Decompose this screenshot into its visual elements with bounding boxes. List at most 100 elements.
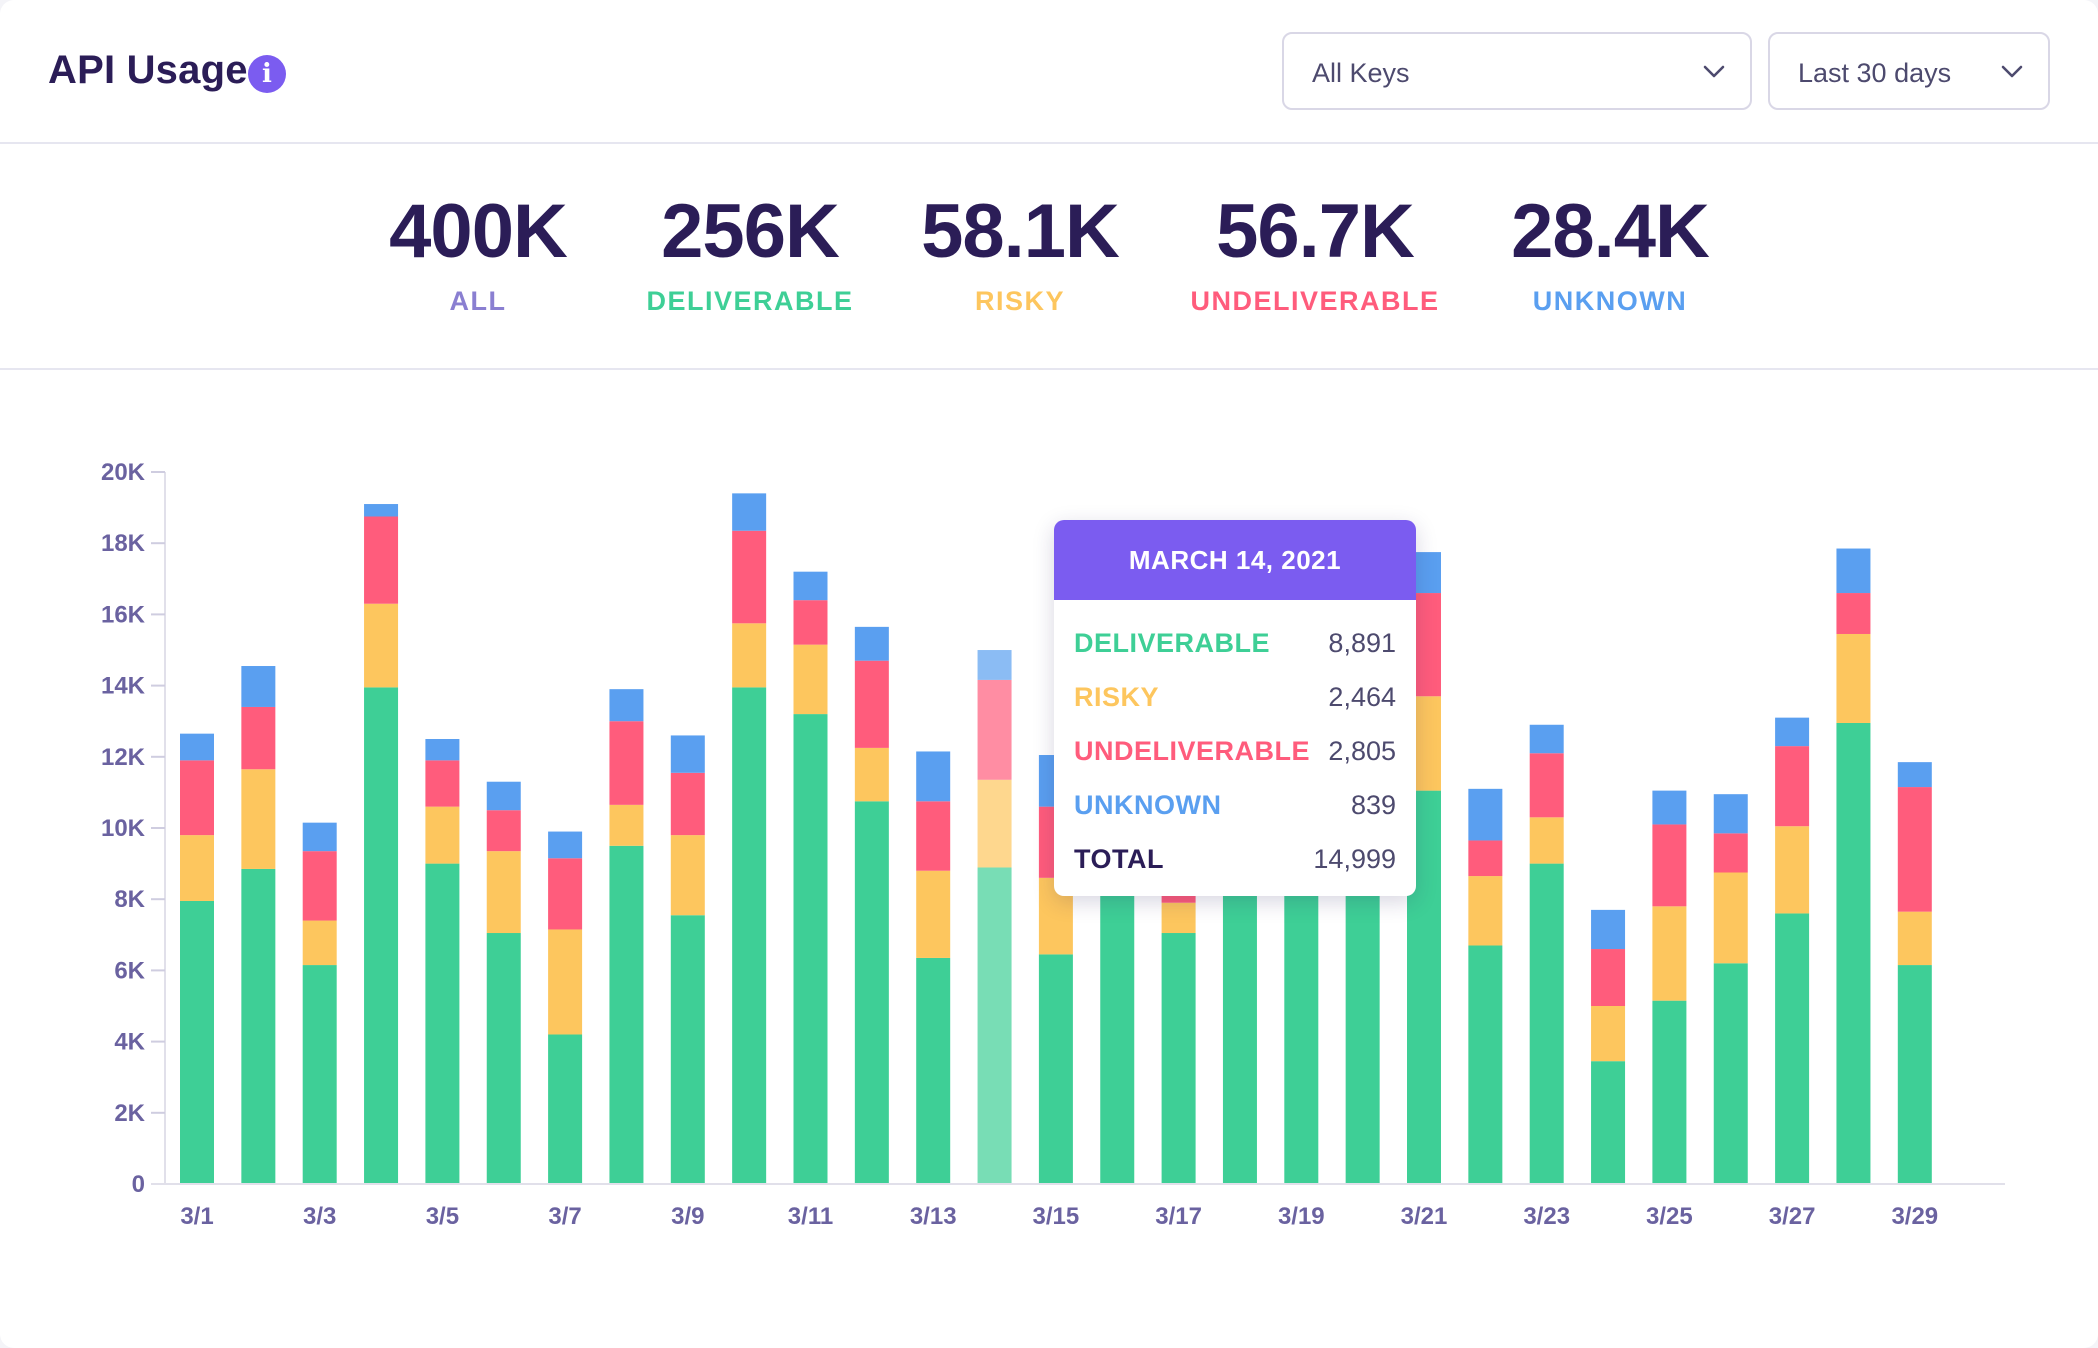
bar-segment-risky[interactable] (732, 623, 767, 688)
bar-segment-unknown[interactable] (486, 781, 521, 811)
bar-segment-unknown[interactable] (854, 626, 889, 661)
bar-segment-deliverable[interactable] (1100, 863, 1135, 1184)
bar-segment-deliverable[interactable] (548, 1034, 583, 1184)
bar-segment-risky[interactable] (548, 929, 583, 1035)
bar-segment-unknown[interactable] (1468, 788, 1503, 841)
bar-segment-unknown[interactable] (364, 504, 399, 517)
bar-segment-undeliverable[interactable] (486, 810, 521, 852)
bar-segment-unknown[interactable] (670, 735, 705, 773)
bar-segment-undeliverable[interactable] (609, 721, 644, 805)
info-icon[interactable]: i (248, 55, 286, 93)
bar-segment-risky[interactable] (1529, 817, 1564, 864)
bar-segment-risky[interactable] (1591, 1006, 1626, 1062)
bar-segment-risky[interactable] (486, 851, 521, 934)
bar-segment-undeliverable[interactable] (241, 706, 276, 770)
bar-segment-risky[interactable] (180, 835, 214, 901)
bar-segment-risky[interactable] (793, 644, 828, 715)
bar-segment-unknown[interactable] (1529, 724, 1564, 754)
bar-segment-undeliverable[interactable] (670, 772, 705, 836)
bar-stack[interactable] (793, 571, 828, 1184)
date-range-select[interactable]: Last 30 days (1768, 32, 2050, 110)
bar-segment-unknown[interactable] (302, 822, 337, 852)
bar-segment-risky[interactable] (425, 806, 460, 864)
bar-segment-deliverable[interactable] (1897, 965, 1932, 1184)
bar-stack[interactable] (1529, 724, 1564, 1184)
bar-segment-risky[interactable] (1468, 876, 1503, 946)
bar-segment-deliverable[interactable] (793, 714, 828, 1184)
bar-segment-undeliverable[interactable] (854, 660, 889, 748)
bar-segment-undeliverable[interactable] (1529, 753, 1564, 818)
bar-stack[interactable] (1836, 548, 1871, 1184)
bar-segment-undeliverable[interactable] (364, 516, 399, 604)
bar-segment-deliverable[interactable] (977, 867, 1012, 1184)
bar-segment-undeliverable[interactable] (302, 851, 337, 921)
bar-segment-unknown[interactable] (1591, 909, 1626, 950)
bar-segment-risky[interactable] (1652, 906, 1687, 1001)
bar-segment-deliverable[interactable] (916, 957, 951, 1184)
bar-segment-risky[interactable] (1836, 633, 1871, 723)
bar-segment-risky[interactable] (854, 747, 889, 802)
bar-stack[interactable] (609, 689, 644, 1184)
bar-stack[interactable] (977, 650, 1012, 1184)
bar-segment-undeliverable[interactable] (180, 760, 214, 836)
bar-stack[interactable] (854, 626, 889, 1184)
bar-segment-deliverable[interactable] (1529, 863, 1564, 1184)
bar-segment-deliverable[interactable] (302, 965, 337, 1184)
bar-segment-risky[interactable] (1775, 826, 1810, 914)
bar-segment-risky[interactable] (1897, 911, 1932, 966)
bar-segment-unknown[interactable] (180, 733, 214, 761)
bar-segment-deliverable[interactable] (1038, 954, 1073, 1184)
bar-segment-risky[interactable] (1713, 872, 1748, 964)
bar-segment-deliverable[interactable] (1222, 863, 1257, 1184)
bar-segment-deliverable[interactable] (1345, 863, 1380, 1184)
bar-segment-unknown[interactable] (241, 666, 276, 707)
bar-segment-unknown[interactable] (1836, 548, 1871, 594)
bar-stack[interactable] (1652, 790, 1687, 1184)
bar-segment-risky[interactable] (302, 920, 337, 966)
bar-segment-risky[interactable] (241, 769, 276, 869)
bar-segment-unknown[interactable] (793, 571, 828, 601)
bar-stack[interactable] (548, 831, 583, 1184)
bar-segment-undeliverable[interactable] (548, 858, 583, 930)
bar-stack[interactable] (180, 733, 214, 1184)
bar-segment-deliverable[interactable] (180, 900, 214, 1184)
bar-stack[interactable] (1591, 909, 1626, 1184)
bar-segment-deliverable[interactable] (732, 687, 767, 1184)
bar-segment-unknown[interactable] (1713, 794, 1748, 834)
bar-stack[interactable] (916, 751, 951, 1184)
bar-segment-undeliverable[interactable] (425, 760, 460, 807)
bar-segment-deliverable[interactable] (1161, 933, 1196, 1184)
bar-segment-deliverable[interactable] (1836, 722, 1871, 1184)
bar-segment-undeliverable[interactable] (1713, 833, 1748, 873)
bar-segment-deliverable[interactable] (670, 915, 705, 1184)
bar-segment-unknown[interactable] (977, 650, 1012, 680)
bar-segment-unknown[interactable] (916, 751, 951, 802)
api-key-select[interactable]: All Keys (1282, 32, 1752, 110)
bar-stack[interactable] (1775, 717, 1810, 1184)
bar-segment-risky[interactable] (977, 779, 1012, 868)
bar-segment-undeliverable[interactable] (1468, 840, 1503, 877)
bar-segment-undeliverable[interactable] (732, 530, 767, 624)
bar-segment-deliverable[interactable] (364, 687, 399, 1184)
bar-segment-unknown[interactable] (548, 831, 583, 859)
bar-stack[interactable] (670, 735, 705, 1184)
bar-stack[interactable] (241, 666, 276, 1184)
bar-segment-risky[interactable] (1161, 902, 1196, 934)
bar-stack[interactable] (1468, 788, 1503, 1184)
bar-stack[interactable] (302, 822, 337, 1184)
bar-stack[interactable] (1161, 852, 1196, 1184)
bar-segment-deliverable[interactable] (1284, 863, 1319, 1184)
bar-segment-undeliverable[interactable] (1836, 593, 1871, 634)
bar-segment-unknown[interactable] (425, 739, 460, 761)
bar-segment-undeliverable[interactable] (1652, 824, 1687, 907)
bar-segment-undeliverable[interactable] (1897, 787, 1932, 912)
bar-segment-unknown[interactable] (609, 689, 644, 722)
bar-segment-unknown[interactable] (1897, 762, 1932, 788)
bar-segment-deliverable[interactable] (425, 863, 460, 1184)
bar-segment-risky[interactable] (670, 835, 705, 916)
bar-stack[interactable] (732, 493, 767, 1184)
bar-stack[interactable] (1713, 794, 1748, 1184)
bar-segment-undeliverable[interactable] (1775, 746, 1810, 827)
bar-segment-risky[interactable] (364, 603, 399, 688)
bar-stack[interactable] (1897, 762, 1932, 1184)
